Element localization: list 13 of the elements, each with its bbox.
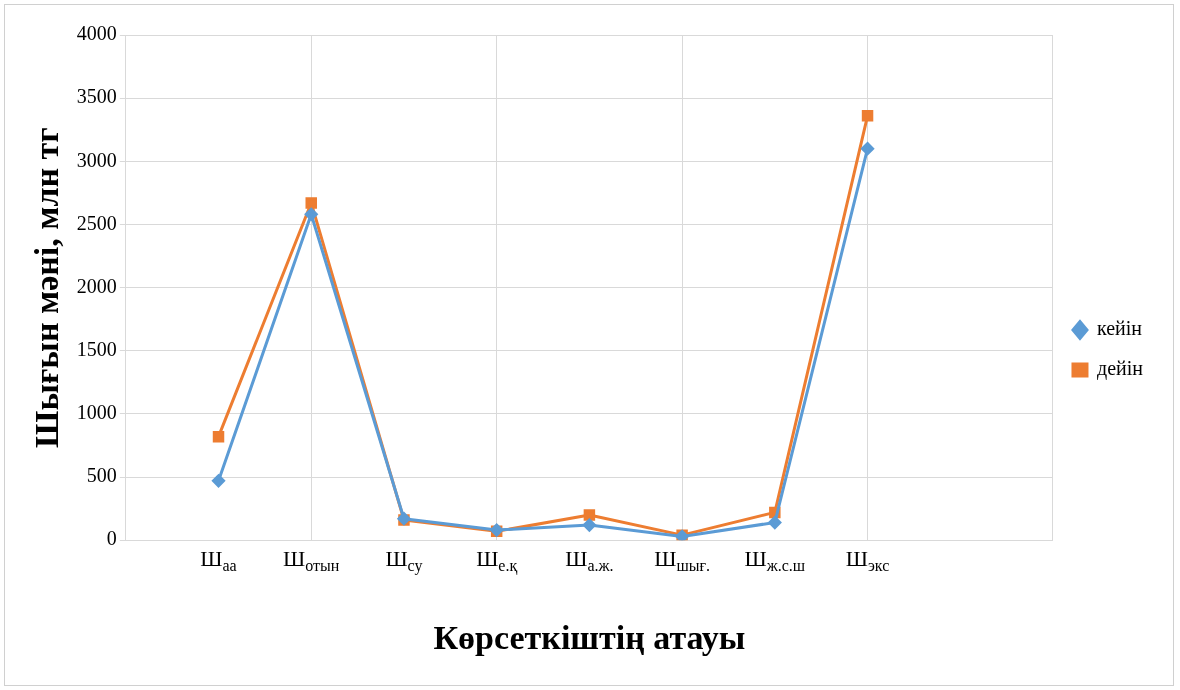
y-tick-label: 0 xyxy=(106,527,117,550)
legend-label: кейін xyxy=(1096,317,1143,340)
y-axis-title: Шығын мәні, млн тг xyxy=(28,127,66,448)
y-tick-label: 3500 xyxy=(76,85,117,108)
y-tick-label: 2500 xyxy=(76,211,117,234)
y-tick-label: 500 xyxy=(86,464,117,487)
y-tick-label: 1500 xyxy=(76,338,117,360)
y-tick-label: 4000 xyxy=(76,22,117,45)
x-axis-title: Көрсеткіштің атауы xyxy=(433,619,746,657)
y-tick-label: 2000 xyxy=(76,274,117,297)
legend-label: дейін xyxy=(1096,357,1144,381)
y-tick-label: 3000 xyxy=(76,148,117,171)
y-tick-label: 1000 xyxy=(76,401,117,424)
